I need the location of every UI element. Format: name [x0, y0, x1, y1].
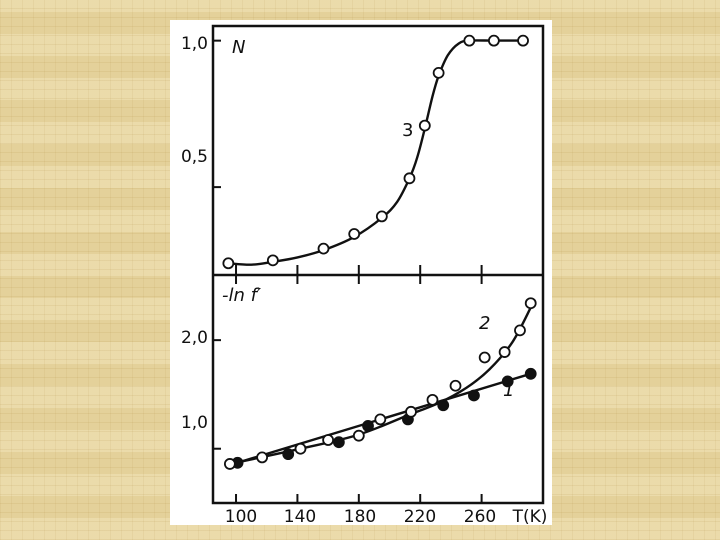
series-3-point-0 — [222, 257, 235, 270]
series-1-point-2 — [332, 436, 345, 449]
series-2-point-8 — [449, 379, 462, 392]
xtick-label-180: 180 — [344, 507, 376, 525]
series-3-point-2 — [317, 242, 330, 255]
series-label-1: 1 — [503, 380, 514, 401]
series-2-point-7 — [426, 393, 439, 406]
series-3-point-3 — [348, 228, 361, 240]
series-1-point-7 — [501, 375, 514, 388]
series-3-point-10 — [517, 34, 529, 47]
series-2-point-4 — [352, 429, 365, 442]
xtick-label-220: 220 — [404, 507, 436, 525]
series-label-2: 2 — [479, 313, 490, 334]
top-ytick-label-1: 0,5 — [181, 147, 208, 167]
series-2-point-3 — [322, 434, 335, 446]
series-1-point-5 — [437, 399, 450, 412]
series-3-point-6 — [418, 119, 431, 132]
series-3-curve — [227, 39, 525, 266]
series-1-point-1 — [282, 448, 295, 461]
series-1-point-6 — [468, 389, 480, 402]
top-ytick-label-0: 1,0 — [181, 34, 208, 54]
xtick-label-100: 100 — [225, 507, 257, 525]
chart-svg: 1,0 0,5 N 3 -ln f′ 2,0 1,0 2 1 100 140 1… — [181, 24, 548, 525]
series-2-point-12 — [524, 297, 537, 310]
series-3-point-1 — [266, 254, 279, 267]
series-2-point-0 — [223, 458, 236, 470]
series-1-point-8 — [524, 367, 537, 380]
series-3-point-4 — [375, 210, 388, 223]
bottom-ytick-label-1: 1,0 — [181, 413, 208, 433]
series-2-point-5 — [374, 413, 387, 426]
series-2-point-6 — [405, 405, 417, 418]
xtick-label-140: 140 — [284, 507, 316, 525]
ticks-layer — [213, 39, 483, 503]
series-2-point-1 — [256, 451, 269, 464]
figure-panel: 1,0 0,5 N 3 -ln f′ 2,0 1,0 2 1 100 140 1… — [170, 20, 552, 525]
series-3-point-8 — [463, 34, 476, 47]
series-2-point-2 — [294, 442, 307, 455]
chart-outer-border — [211, 24, 545, 505]
bottom-ytick-label-0: 2,0 — [181, 328, 208, 348]
xtick-label-260: 260 — [464, 507, 496, 525]
series-3-point-9 — [487, 34, 500, 47]
series-2-point-11 — [514, 324, 526, 337]
series-2-point-10 — [498, 346, 511, 358]
series-1-point-3 — [362, 420, 374, 432]
series-3-point-7 — [432, 66, 445, 79]
series-3-point-5 — [403, 172, 416, 185]
curves-layer — [227, 39, 532, 467]
points-layer — [222, 34, 537, 470]
series-2-point-9 — [478, 351, 491, 364]
chart-frame — [211, 24, 545, 505]
top-ylabel: N — [232, 37, 245, 58]
x-unit-label: T(K) — [512, 507, 548, 525]
bottom-ylabel: -ln f′ — [222, 285, 261, 306]
series-label-3: 3 — [402, 120, 413, 141]
